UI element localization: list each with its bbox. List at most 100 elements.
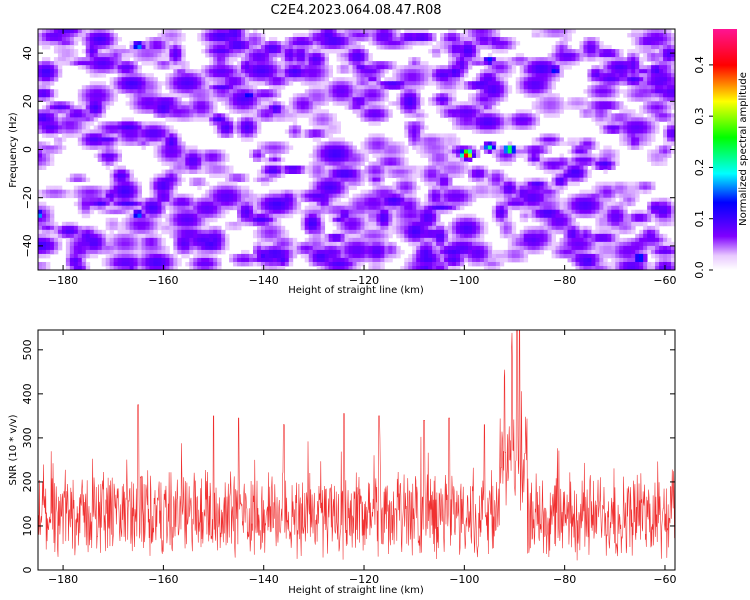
heatmap-cell — [276, 69, 282, 74]
heatmap-cell — [41, 37, 47, 42]
heatmap-cell — [38, 61, 43, 66]
heatmap-cell — [141, 101, 146, 106]
heatmap-cell — [249, 33, 254, 38]
heatmap-cell — [583, 105, 588, 110]
heatmap-cell — [599, 65, 604, 70]
heatmap-cell — [619, 133, 624, 138]
heatmap-cell — [428, 169, 433, 174]
heatmap-cell — [157, 157, 162, 162]
heatmap-cell — [45, 69, 51, 74]
heatmap-cell — [368, 117, 373, 122]
heatmap-cell — [312, 45, 318, 50]
heatmap-cell — [615, 121, 620, 126]
heatmap-cell — [643, 69, 648, 74]
heatmap-cell — [173, 37, 178, 42]
heatmap-cell — [213, 45, 218, 50]
heatmap-cell — [157, 41, 162, 46]
heatmap-cell — [635, 65, 640, 70]
heatmap-cell — [400, 101, 405, 106]
heatmap-cell — [479, 113, 485, 118]
heatmap-cell — [483, 181, 489, 187]
heatmap-cell — [527, 145, 533, 150]
heatmap-cell — [280, 65, 286, 70]
heatmap-cell — [280, 193, 286, 199]
heatmap-cell — [571, 193, 576, 199]
heatmap-cell — [41, 149, 47, 154]
heatmap-cell — [603, 125, 608, 130]
heatmap-cell — [539, 93, 545, 98]
heatmap-cell — [599, 189, 604, 195]
heatmap-cell — [539, 161, 545, 166]
heatmap-cell — [249, 41, 254, 46]
heatmap-cell — [356, 45, 361, 50]
heatmap-cell — [424, 41, 429, 46]
heatmap-cell — [77, 129, 83, 134]
heatmap-cell — [475, 45, 481, 50]
heatmap-cell — [479, 89, 485, 94]
heatmap-cell — [272, 157, 278, 162]
heatmap-cell — [595, 89, 600, 94]
heatmap-cell — [276, 53, 282, 58]
heatmap-cell — [595, 165, 600, 170]
heatmap-cell — [101, 93, 107, 98]
heatmap-cell — [157, 197, 162, 203]
heatmap-cell — [467, 41, 473, 46]
heatmap-cell — [149, 93, 154, 98]
heatmap-cell — [268, 61, 274, 66]
heatmap-cell — [635, 49, 640, 54]
heatmap-cell — [631, 117, 636, 122]
heatmap-cell — [133, 181, 138, 187]
heatmap-cell — [575, 181, 580, 187]
heatmap-cell — [424, 181, 429, 187]
heatmap-cell — [659, 93, 664, 98]
heatmap-cell — [217, 73, 222, 78]
heatmap-cell — [655, 77, 660, 82]
heatmap-cell — [611, 165, 616, 170]
heatmap-cell — [129, 197, 134, 203]
heatmap-cell — [428, 101, 433, 106]
heatmap-cell — [93, 185, 99, 191]
heatmap-cell — [655, 57, 660, 62]
heatmap-cell — [483, 97, 489, 102]
heatmap-cell — [424, 61, 429, 66]
heatmap-cell — [444, 169, 449, 174]
heatmap-cell — [316, 161, 322, 166]
heatmap-cell — [348, 53, 353, 58]
heatmap-cell — [372, 169, 377, 174]
heatmap-cell — [444, 181, 449, 187]
heatmap-cell — [356, 57, 361, 62]
heatmap-cell — [249, 77, 254, 82]
heatmap-cell — [81, 173, 87, 179]
heatmap-cell — [245, 189, 250, 195]
heatmap-cell — [440, 141, 445, 146]
heatmap-cell — [372, 161, 377, 166]
heatmap-cell — [667, 101, 672, 106]
heatmap-cell — [38, 81, 43, 86]
heatmap-cell — [487, 57, 493, 62]
heatmap-cell — [89, 185, 95, 191]
heatmap-cell — [663, 85, 668, 90]
heatmap-cell — [424, 69, 429, 74]
heatmap-cell — [607, 145, 612, 150]
heatmap-cell — [563, 177, 568, 183]
heatmap-cell — [671, 53, 675, 58]
heatmap-cell — [671, 121, 675, 126]
heatmap-cell — [173, 57, 178, 62]
heatmap-cell — [288, 101, 294, 106]
heatmap-cell — [332, 177, 337, 183]
heatmap-cell — [631, 193, 636, 199]
heatmap-cell — [89, 129, 95, 134]
heatmap-cell — [256, 109, 262, 114]
heatmap-cell — [169, 165, 174, 170]
heatmap-cell — [328, 133, 334, 138]
heatmap-cell — [595, 81, 600, 86]
heatmap-cell — [519, 117, 525, 122]
heatmap-cell — [284, 61, 290, 66]
heatmap-cell — [61, 133, 67, 138]
heatmap-cell — [479, 57, 485, 62]
heatmap-cell — [145, 137, 150, 142]
heatmap-cell — [81, 101, 87, 106]
heatmap-cell — [599, 125, 604, 130]
heatmap-cell — [444, 81, 449, 86]
heatmap-cell — [316, 53, 322, 58]
